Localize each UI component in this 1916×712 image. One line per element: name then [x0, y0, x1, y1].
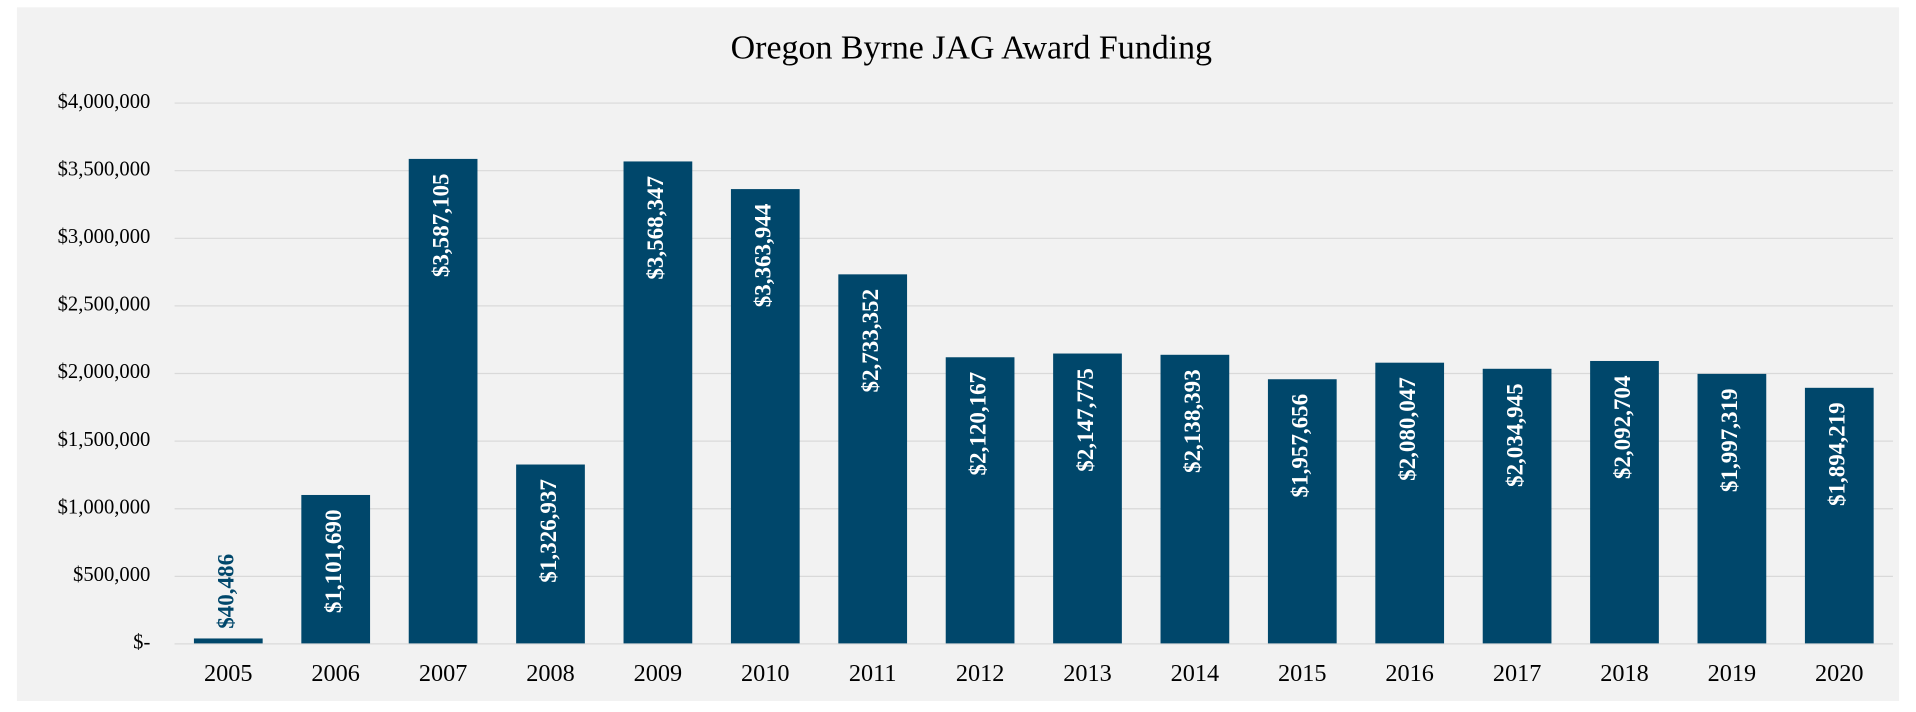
y-tick-label: $500,000: [73, 564, 150, 586]
data-label: $2,092,704: [1609, 375, 1635, 479]
y-tick-label: $4,000,000: [58, 91, 151, 113]
bar: [730, 189, 800, 644]
bar: [623, 161, 693, 644]
x-tick-label: 2018: [1600, 660, 1649, 687]
bar: [838, 274, 908, 644]
bar: [1375, 362, 1445, 644]
bar: [1590, 360, 1659, 644]
bar: [1160, 354, 1230, 644]
data-label: $1,101,690: [320, 510, 346, 614]
x-tick-label: 2009: [634, 660, 683, 687]
y-tick-label: $2,500,000: [58, 294, 151, 316]
x-tick-label: 2019: [1708, 660, 1757, 687]
x-tick-label: 2005: [204, 660, 253, 687]
bar: [408, 158, 478, 644]
bar: [945, 357, 1015, 644]
y-tick-label: $3,500,000: [58, 158, 151, 180]
chart-title: Oregon Byrne JAG Award Funding: [731, 30, 1212, 67]
x-tick-label: 2015: [1278, 660, 1327, 687]
x-tick-label: 2016: [1385, 660, 1434, 687]
data-label: $1,997,319: [1716, 388, 1742, 492]
data-label: $1,894,219: [1824, 402, 1850, 506]
x-tick-label: 2007: [419, 660, 467, 687]
data-label: $2,120,167: [964, 372, 990, 476]
bar: [301, 494, 371, 644]
x-tick-label: 2006: [311, 660, 360, 687]
x-tick-label: 2011: [849, 660, 897, 687]
bar: [1697, 373, 1767, 644]
data-label: $2,034,945: [1501, 383, 1527, 487]
x-tick-label: 2008: [526, 660, 575, 687]
data-label: $2,080,047: [1394, 377, 1420, 481]
y-tick-label: $1,000,000: [58, 496, 151, 518]
x-tick-label: 2014: [1171, 660, 1220, 687]
bar: [193, 638, 263, 644]
bar: [1053, 353, 1122, 644]
data-label: $1,326,937: [535, 479, 561, 583]
x-tick-label: 2020: [1815, 660, 1864, 687]
bar: [516, 464, 585, 644]
y-tick-label: $2,000,000: [58, 361, 151, 383]
data-label: $1,957,656: [1287, 394, 1313, 498]
y-tick-label: $1,500,000: [58, 429, 151, 451]
data-label: $2,733,352: [857, 289, 883, 393]
x-tick-label: 2017: [1493, 660, 1542, 687]
data-label: $40,486: [213, 554, 239, 629]
bar: [1267, 379, 1337, 644]
bar: [1482, 368, 1552, 644]
y-tick-label: $-: [133, 632, 150, 654]
x-tick-label: 2013: [1063, 660, 1112, 687]
data-label: $3,587,105: [427, 173, 453, 277]
data-label: $3,568,347: [642, 176, 668, 280]
x-tick-label: 2012: [956, 660, 1005, 687]
bar: [1804, 387, 1874, 644]
y-tick-label: $3,000,000: [58, 226, 151, 248]
data-label: $2,138,393: [1179, 369, 1205, 473]
x-tick-label: 2010: [741, 660, 790, 687]
data-label: $2,147,775: [1072, 368, 1098, 472]
data-label: $3,363,944: [750, 203, 776, 307]
